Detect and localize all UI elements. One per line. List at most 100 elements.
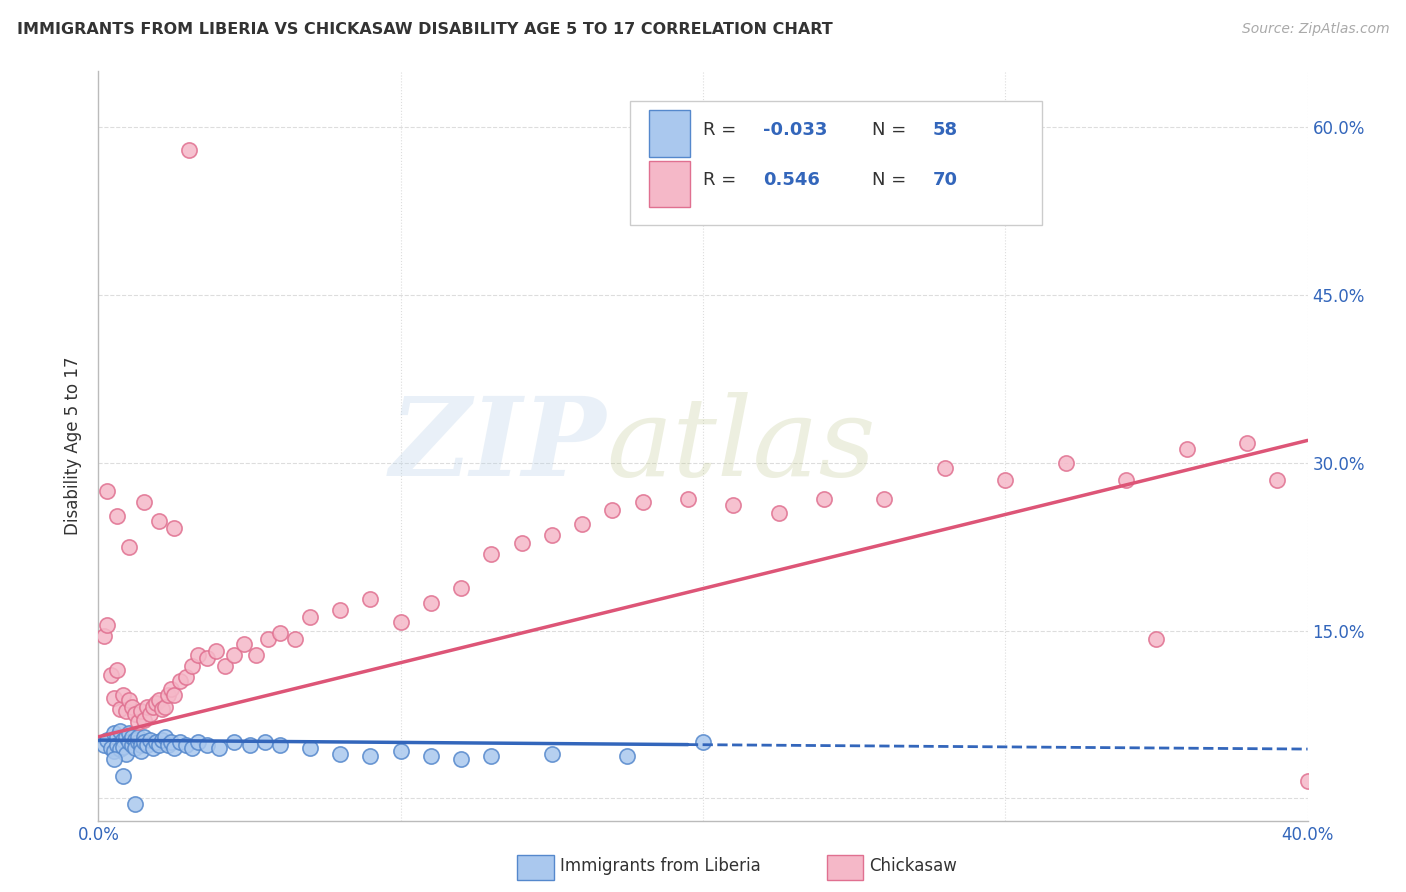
Point (181, 659, 204, 673)
Point (723, 498, 745, 512)
Point (124, 741, 146, 756)
Point (148, 514, 170, 528)
Point (148, 693, 170, 707)
Point (156, 738, 179, 752)
Point (420, 596, 443, 610)
FancyBboxPatch shape (648, 111, 690, 157)
Point (1236, 435, 1258, 450)
Text: R =: R = (703, 120, 742, 139)
Point (114, 704, 136, 718)
Point (389, 744, 412, 758)
Point (103, 726, 125, 740)
Point (156, 689, 179, 703)
Point (111, 733, 134, 747)
Point (813, 491, 835, 506)
Point (174, 738, 197, 752)
Point (129, 704, 152, 718)
Point (124, 797, 146, 811)
Point (571, 517, 593, 532)
Point (100, 668, 122, 682)
Point (100, 741, 122, 756)
Text: Source: ZipAtlas.com: Source: ZipAtlas.com (1241, 22, 1389, 37)
Text: atlas: atlas (606, 392, 876, 500)
Point (205, 643, 228, 657)
Point (934, 461, 956, 475)
Point (214, 659, 236, 673)
Point (135, 738, 157, 752)
Point (103, 744, 125, 758)
Point (253, 735, 276, 749)
Text: IMMIGRANTS FROM LIBERIA VS CHICKASAW DISABILITY AGE 5 TO 17 CORRELATION CHART: IMMIGRANTS FROM LIBERIA VS CHICKASAW DIS… (17, 22, 832, 37)
Point (103, 752, 125, 766)
Point (145, 735, 167, 749)
Point (142, 699, 165, 714)
Text: Immigrants from Liberia: Immigrants from Liberia (560, 857, 761, 875)
Point (132, 730, 155, 744)
Point (118, 693, 141, 707)
Point (1296, 774, 1319, 789)
Point (329, 747, 352, 761)
Text: N =: N = (872, 171, 912, 189)
Point (187, 735, 209, 749)
Point (692, 735, 714, 749)
Point (127, 715, 149, 730)
Point (153, 730, 176, 744)
Point (160, 735, 183, 749)
Point (676, 491, 699, 506)
Point (224, 648, 246, 662)
Point (163, 689, 186, 703)
Point (510, 536, 533, 550)
Point (174, 671, 197, 685)
Point (1054, 456, 1077, 470)
Text: N =: N = (872, 120, 912, 139)
Point (160, 681, 183, 696)
Point (145, 696, 167, 710)
Point (1267, 473, 1289, 487)
Point (121, 699, 143, 714)
Point (150, 733, 173, 747)
Point (108, 724, 131, 739)
Point (224, 735, 246, 749)
Point (768, 506, 790, 520)
Point (245, 648, 267, 662)
Point (111, 689, 134, 703)
Point (1175, 442, 1198, 457)
Point (179, 143, 201, 157)
Point (329, 603, 352, 617)
Point (105, 730, 128, 744)
Point (181, 741, 204, 756)
Point (132, 495, 155, 509)
Point (195, 651, 218, 665)
Point (163, 741, 186, 756)
Point (93, 738, 115, 752)
Point (121, 738, 143, 752)
Point (124, 733, 146, 747)
Point (148, 738, 170, 752)
Point (105, 738, 128, 752)
Point (103, 690, 125, 705)
Point (1144, 632, 1167, 647)
Point (127, 735, 149, 749)
Point (540, 528, 562, 542)
Point (631, 495, 654, 509)
Point (360, 592, 382, 607)
Point (111, 769, 134, 783)
Point (118, 726, 141, 740)
Point (616, 748, 638, 763)
Point (450, 581, 472, 595)
Point (153, 699, 176, 714)
Point (1115, 473, 1137, 487)
Point (239, 738, 262, 752)
Point (299, 610, 322, 624)
Point (93, 629, 115, 643)
Point (540, 747, 562, 761)
Point (187, 648, 209, 662)
Point (420, 748, 443, 763)
Point (114, 747, 136, 761)
Point (139, 733, 162, 747)
Point (118, 735, 141, 749)
Point (129, 744, 152, 758)
Point (284, 632, 307, 647)
Point (114, 730, 136, 744)
Point (135, 699, 157, 714)
